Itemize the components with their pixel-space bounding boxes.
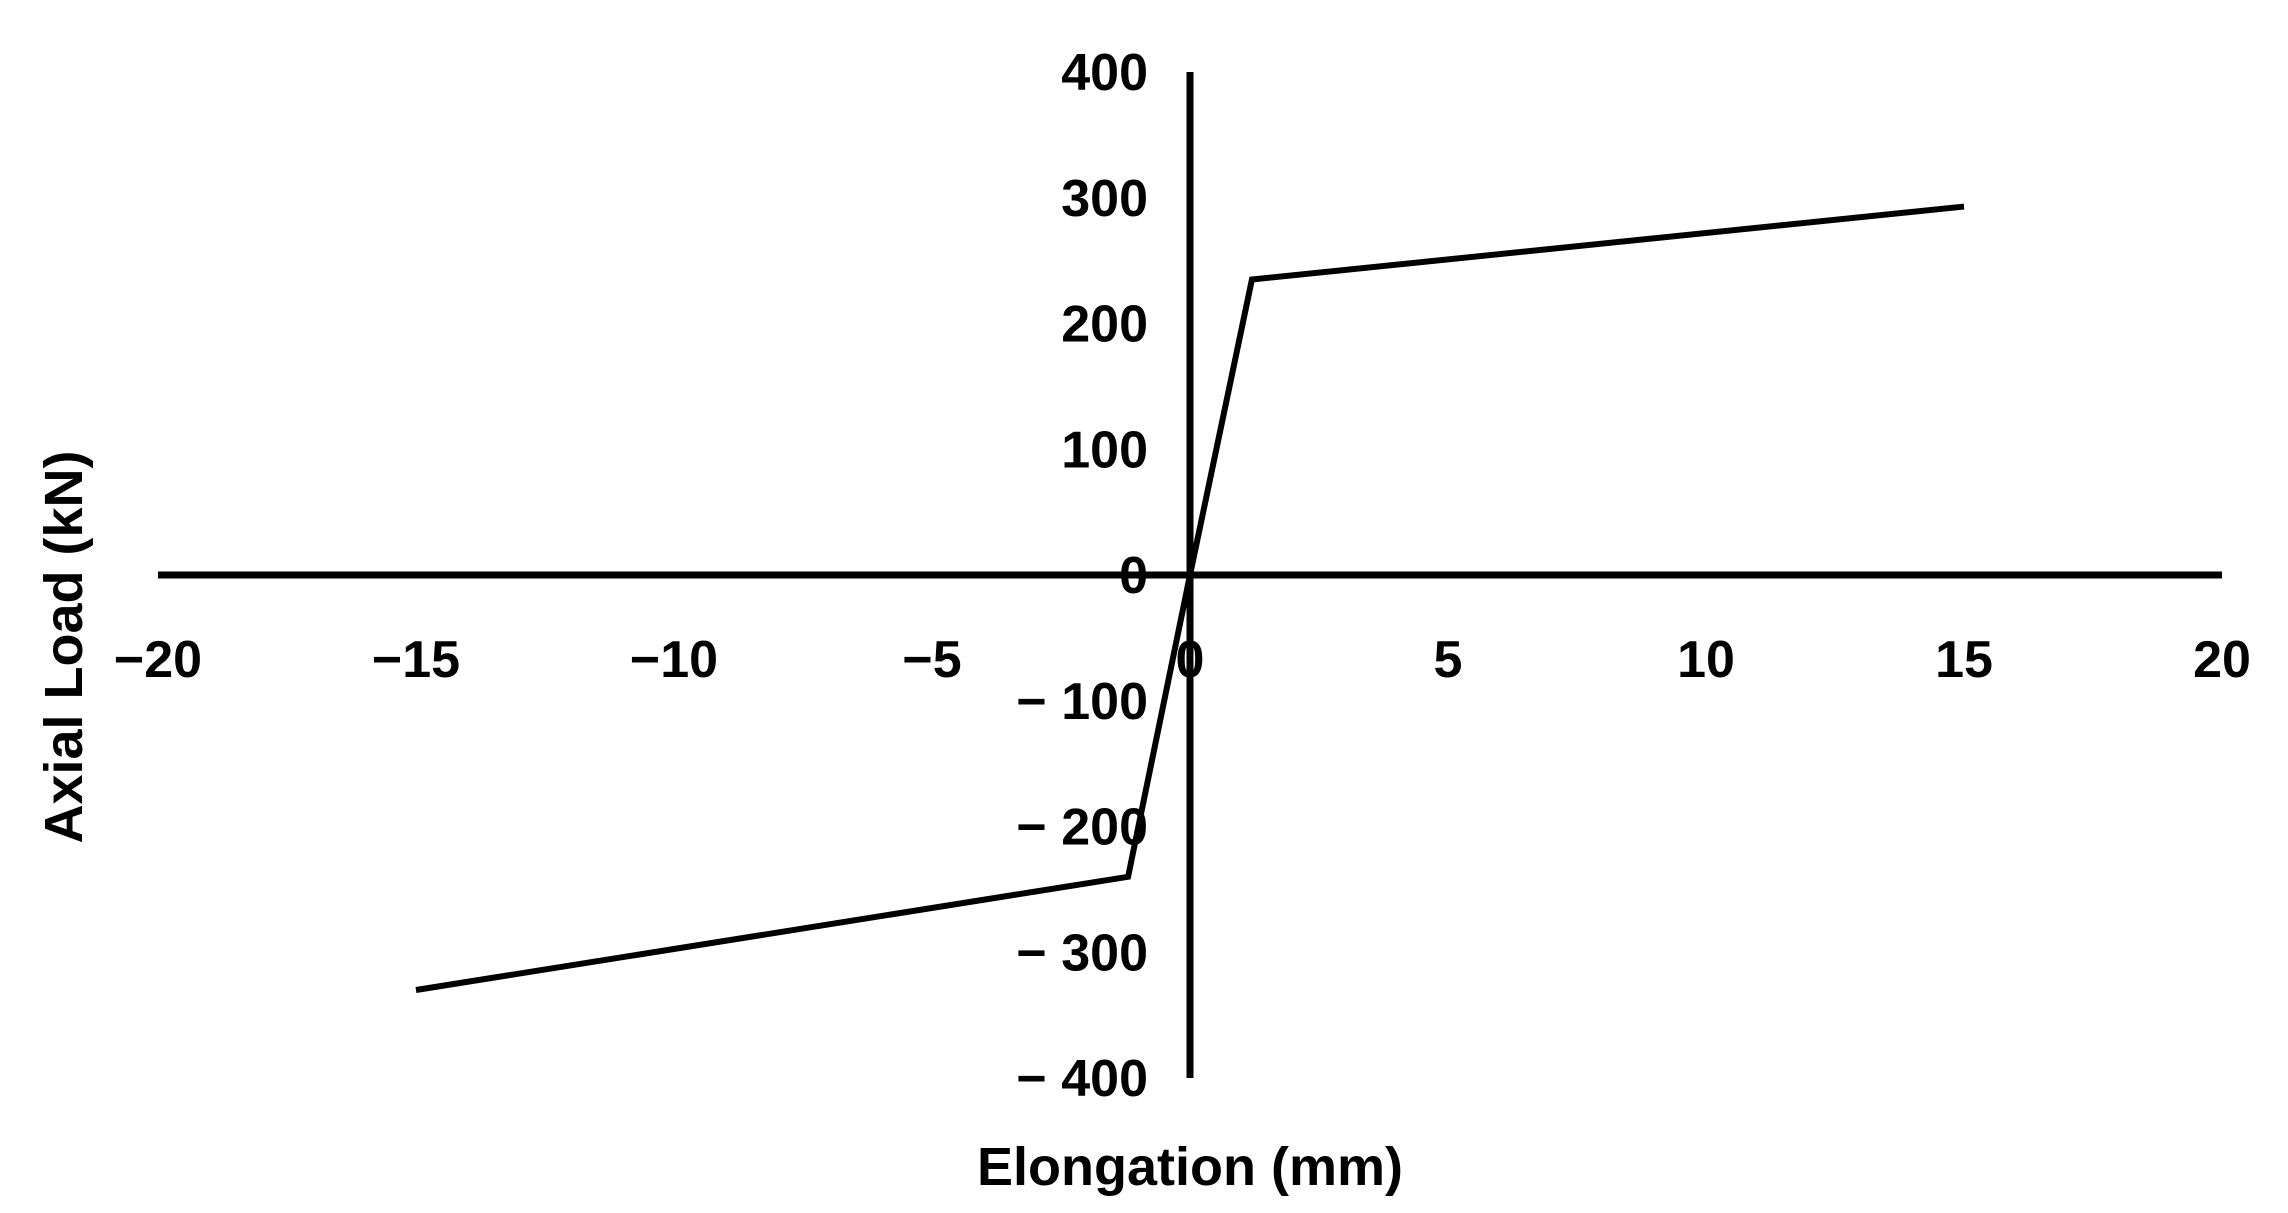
y-tick-label: 300: [1061, 170, 1148, 228]
x-tick-label: 20: [2193, 631, 2251, 689]
x-tick-label: 0: [1176, 631, 1205, 689]
y-tick-label: 100: [1061, 421, 1148, 479]
x-tick-label: 5: [1434, 631, 1463, 689]
series-line-0: [415, 203, 1965, 993]
x-axis-title: Elongation (mm): [977, 1137, 1403, 1197]
x-tick-label: −10: [630, 631, 718, 689]
x-tick-label: 10: [1677, 631, 1735, 689]
y-tick-label: − 300: [1016, 924, 1148, 982]
y-tick-label: 400: [1061, 44, 1148, 102]
tick-labels: −20 −15 −10 −5 0 5 10 15 20 400 300 200 100 0 − 100 − 2…: [114, 44, 2251, 1108]
x-tick-label: 15: [1935, 631, 1993, 689]
x-tick-label: −20: [114, 631, 202, 689]
x-tick-label: −15: [372, 631, 460, 689]
y-tick-label: − 400: [1016, 1050, 1148, 1108]
y-tick-label: 0: [1119, 547, 1148, 605]
y-tick-label: 200: [1061, 296, 1148, 354]
series-group: [415, 203, 1965, 993]
y-tick-label: − 200: [1016, 799, 1148, 857]
y-axis-title: Axial Load (kN): [34, 450, 94, 843]
x-tick-label: −5: [902, 631, 961, 689]
y-tick-label: − 100: [1016, 673, 1148, 731]
